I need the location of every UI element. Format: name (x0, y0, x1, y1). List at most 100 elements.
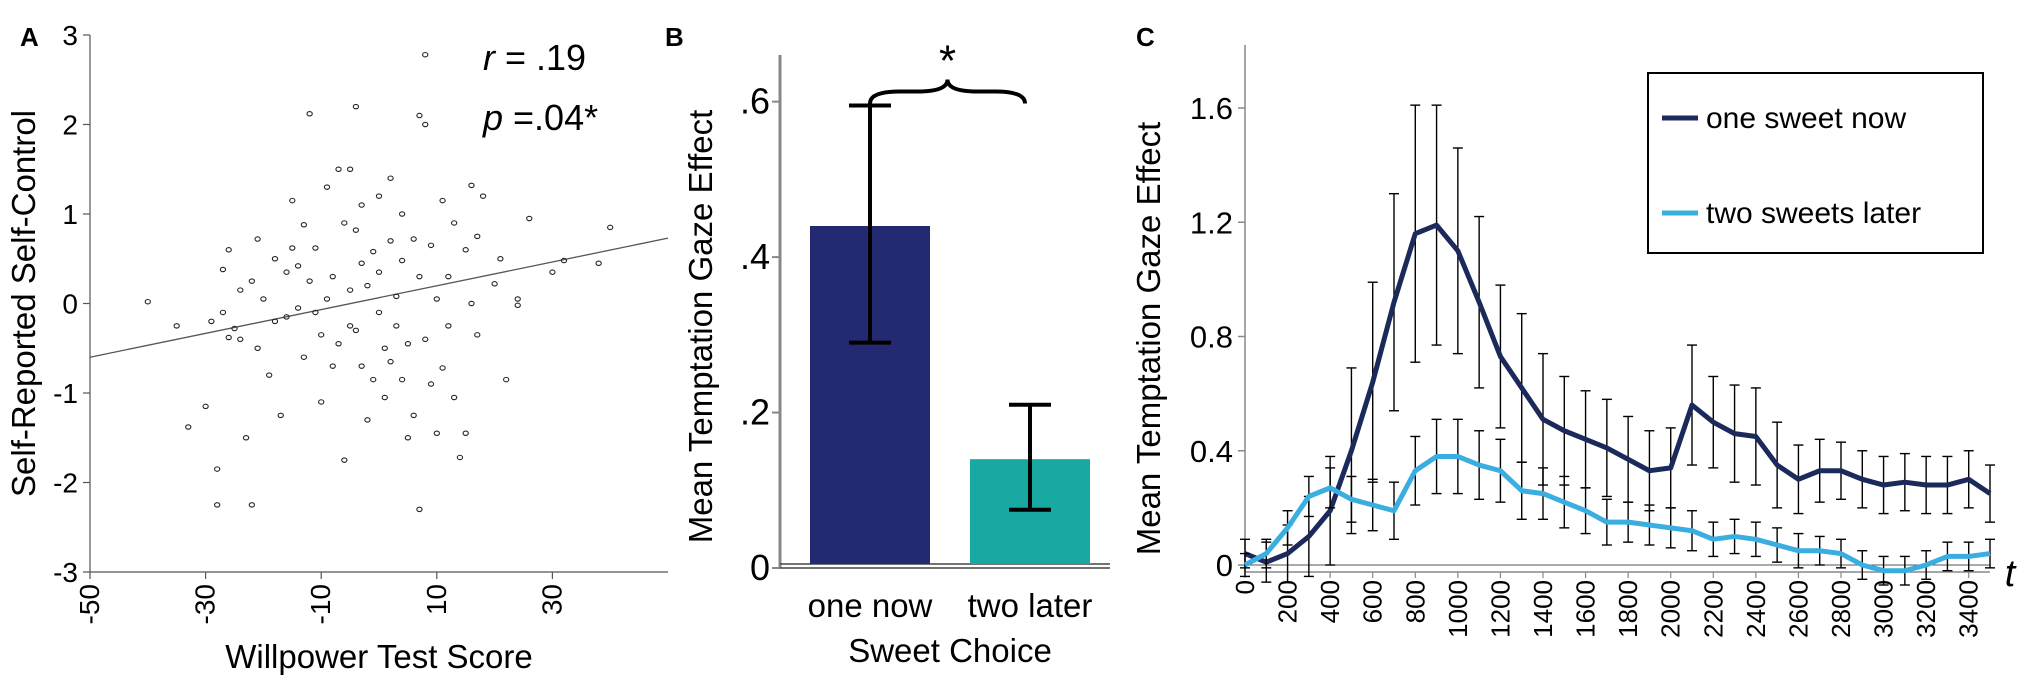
regression-line (89, 237, 669, 358)
scatter-point (433, 430, 440, 437)
scatter-point (346, 323, 354, 329)
scatter-point (248, 278, 255, 284)
scatter-point (404, 341, 412, 347)
scatter-point (323, 296, 331, 302)
r-value: = .19 (495, 37, 586, 78)
legend-box (1647, 72, 1984, 254)
scatter-point (468, 182, 475, 189)
scatter-point (214, 466, 221, 472)
scatter-point (474, 233, 481, 240)
scatter-point (231, 325, 238, 332)
scatter-point (560, 257, 568, 264)
scatter-point (445, 273, 452, 280)
scatter-point (225, 334, 232, 341)
scatter-point (433, 296, 440, 302)
scatter-point (358, 202, 365, 208)
scatter-point (514, 302, 521, 309)
scatter-point (202, 403, 209, 410)
scatter-point (416, 112, 423, 119)
scatter-point (462, 430, 469, 437)
scatter-point (254, 345, 261, 351)
scatter-point (503, 376, 510, 383)
legend-label: one sweet now (1706, 102, 1906, 135)
x-tick-label: 800 (1400, 580, 1430, 623)
y-tick-label: -1 (53, 378, 78, 409)
y-tick-label: -2 (53, 468, 78, 499)
scatter-point (208, 318, 215, 325)
y-tick-label: 0 (750, 547, 770, 588)
x-tick-label: 2400 (1741, 580, 1771, 638)
scatter-point (294, 305, 302, 311)
y-tick-label: .6 (740, 81, 770, 122)
scatter-point (393, 293, 400, 300)
x-axis-label: Willpower Test Score (225, 638, 533, 675)
scatter-point (416, 273, 423, 280)
x-tick-label: 3000 (1869, 580, 1899, 638)
x-tick-label: 0 (1230, 580, 1260, 594)
panel-c-line: C 1.6 1.2 0.8 0.4 00 200 400 600 800 1000 1200 1400… (1130, 22, 2017, 638)
y-tick-label: 0 (1216, 548, 1233, 583)
y-tick-label: 1.6 (1190, 91, 1233, 126)
y-axis-label: Mean Temptation Gaze Effect (1130, 122, 1167, 556)
scatter-point (289, 245, 296, 251)
scatter-point (358, 260, 365, 266)
x-tick-label: 600 (1358, 580, 1388, 623)
scatter-point (398, 211, 406, 217)
scatter-point (341, 457, 348, 463)
y-tick-label: 1 (62, 199, 78, 230)
scatter-point (219, 266, 227, 273)
scatter-point (300, 221, 308, 228)
scatter-point (242, 434, 250, 441)
scatter-point (474, 332, 481, 338)
scatter-point (427, 381, 435, 387)
y-tick-label: 3 (62, 20, 78, 51)
scatter-point (387, 358, 394, 365)
r-symbol: r (483, 37, 497, 78)
y-axis-label: Self-Reported Self-Control (5, 110, 42, 497)
x-category-label: one now (808, 587, 933, 624)
scatter-point (283, 314, 290, 320)
y-tick-label: .4 (740, 236, 770, 277)
scatter-point (266, 372, 273, 378)
scatter-point (410, 236, 417, 242)
y-tick-label: 1.2 (1190, 205, 1233, 240)
scatter-point (439, 365, 446, 371)
x-tick-label: 1200 (1485, 580, 1515, 638)
scatter-point (381, 345, 388, 351)
scatter-point (439, 197, 446, 204)
panel-b-bar: B .6 .4 .2 0 one now two later * Sweet Choice Me… (665, 22, 1110, 669)
scatter-point (214, 502, 221, 508)
scatter-point (248, 502, 255, 508)
scatter-point (346, 287, 354, 293)
scatter-point (289, 197, 296, 204)
scatter-point (526, 215, 533, 222)
x-tick-label: 1800 (1613, 580, 1643, 638)
scatter-point (387, 175, 394, 181)
scatter-point (352, 327, 360, 334)
scatter-point (277, 412, 284, 419)
x-tick-label: -50 (74, 584, 105, 624)
panel-b-letter: B (665, 22, 684, 52)
scatter-point (283, 269, 290, 275)
scatter-point (312, 309, 319, 316)
x-tick-label: 10 (421, 584, 452, 615)
scatter-point (549, 269, 556, 275)
y-tick-label: 0.4 (1190, 434, 1233, 469)
p-symbol: p (482, 97, 503, 138)
scatter-point (416, 506, 423, 513)
x-tick-label: 30 (536, 584, 567, 615)
x-category-label: two later (968, 587, 1093, 624)
p-value: =.04* (503, 97, 598, 138)
scatter-point (607, 224, 614, 231)
scatter-point (237, 287, 244, 293)
scatter-point (312, 245, 319, 251)
x-tick-label: -10 (305, 584, 336, 624)
scatter-point (329, 363, 336, 369)
x-axis-label: Sweet Choice (848, 632, 1052, 669)
scatter-point (144, 298, 151, 305)
scatter-point (329, 273, 336, 280)
x-tick-label: 400 (1315, 580, 1345, 623)
scatter-point (422, 336, 429, 343)
